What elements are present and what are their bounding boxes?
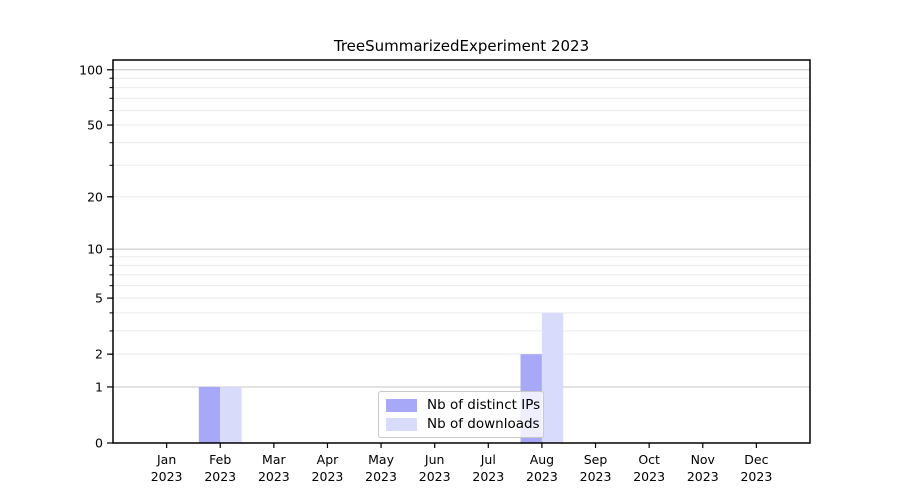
legend-item-distinct-ips: Nb of distinct IPs [386, 397, 541, 413]
x-tick-label-month: Aug [530, 452, 554, 467]
legend-item-downloads: Nb of downloads [386, 416, 540, 432]
x-tick-label-month: Dec [744, 452, 768, 467]
y-tick-label: 100 [79, 62, 103, 77]
distinct-ips-swatch-icon [386, 398, 417, 412]
y-tick-label: 5 [95, 291, 103, 306]
x-tick-label-year: 2023 [580, 469, 612, 484]
bar-downloads-feb [220, 386, 242, 443]
x-tick-label-month: Oct [638, 452, 660, 467]
x-tick-label-month: Sep [584, 452, 608, 467]
x-tick-label-year: 2023 [258, 469, 290, 484]
x-tick-label-year: 2023 [365, 469, 397, 484]
x-tick-label-year: 2023 [419, 469, 451, 484]
y-tick-label: 20 [87, 189, 103, 204]
x-tick-label-month: Jan [156, 452, 176, 467]
x-tick-label-month: Nov [691, 452, 716, 467]
y-tick-label: 0 [95, 436, 103, 451]
x-tick-label-year: 2023 [740, 469, 772, 484]
chart-legend: Nb of distinct IPs Nb of downloads [378, 391, 544, 438]
chart-title: TreeSummarizedExperiment 2023 [333, 37, 590, 55]
x-tick-label-month: Mar [262, 452, 286, 467]
x-tick-label-year: 2023 [312, 469, 344, 484]
legend-label-downloads: Nb of downloads [427, 416, 540, 432]
x-tick-label-month: Feb [209, 452, 231, 467]
x-tick-label-month: Jun [424, 452, 445, 467]
x-tick-label-year: 2023 [204, 469, 236, 484]
plot-border [112, 59, 811, 444]
x-tick-label-month: Jul [480, 452, 496, 467]
y-tick-label: 1 [95, 379, 103, 394]
x-tick-label-year: 2023 [526, 469, 558, 484]
legend-label-distinct-ips: Nb of distinct IPs [427, 397, 541, 413]
x-tick-label-year: 2023 [633, 469, 665, 484]
x-tick-label-month: May [368, 452, 394, 467]
bar-downloads-aug [541, 312, 564, 443]
bar-distinct-ips-feb [198, 386, 221, 443]
x-tick-label-year: 2023 [151, 469, 183, 484]
x-tick-label-year: 2023 [472, 469, 504, 484]
y-tick-label: 10 [87, 242, 103, 257]
y-tick-label: 2 [95, 347, 103, 362]
downloads-swatch-icon [386, 417, 417, 431]
y-tick-label: 50 [87, 118, 103, 133]
x-tick-label-year: 2023 [687, 469, 719, 484]
x-tick-label-month: Apr [317, 452, 339, 467]
